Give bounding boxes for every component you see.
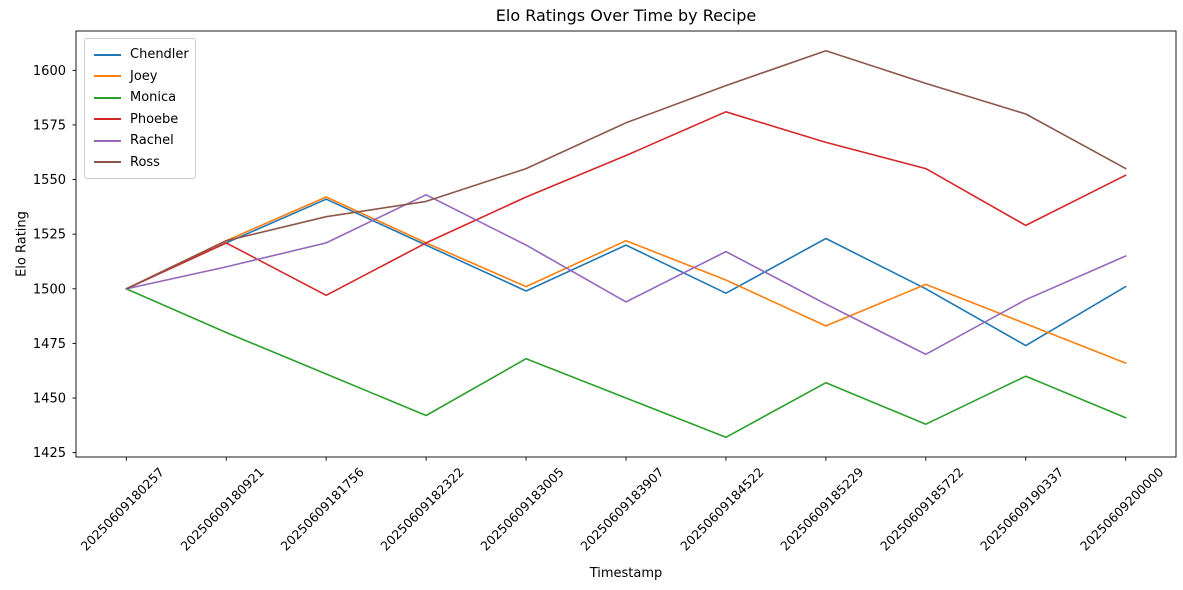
legend-label: Chendler (130, 47, 189, 63)
legend: Chendler Joey Monica Phoebe Rachel Ross (84, 38, 196, 179)
svg-text:20250609182322: 20250609182322 (377, 464, 466, 553)
legend-label: Joey (130, 68, 158, 84)
legend-label: Ross (130, 154, 160, 170)
chart-title: Elo Ratings Over Time by Recipe (495, 6, 757, 25)
svg-text:20250609181756: 20250609181756 (278, 464, 367, 553)
svg-text:1525: 1525 (33, 228, 66, 243)
svg-text:20250609184522: 20250609184522 (677, 464, 766, 553)
svg-text:20250609185722: 20250609185722 (877, 464, 966, 553)
legend-swatch (94, 118, 121, 121)
legend-item-ross: Ross (85, 152, 195, 174)
legend-swatch (94, 75, 121, 78)
y-axis-label: Elo Rating (14, 211, 30, 277)
svg-text:1425: 1425 (33, 446, 66, 461)
legend-label: Monica (130, 90, 177, 106)
svg-text:1550: 1550 (33, 173, 66, 188)
legend-item-monica: Monica (85, 87, 195, 109)
svg-text:1500: 1500 (33, 282, 66, 297)
svg-text:1475: 1475 (33, 337, 66, 352)
legend-item-joey: Joey (85, 66, 195, 88)
svg-text:20250609200000: 20250609200000 (1077, 464, 1166, 553)
x-axis-label: Timestamp (589, 566, 663, 581)
legend-label: Rachel (130, 133, 174, 149)
legend-swatch (94, 139, 121, 142)
svg-text:20250609180921: 20250609180921 (178, 464, 267, 553)
svg-text:20250609183907: 20250609183907 (577, 464, 666, 553)
legend-item-rachel: Rachel (85, 130, 195, 152)
legend-item-phoebe: Phoebe (85, 109, 195, 131)
legend-swatch (94, 161, 121, 164)
legend-swatch (94, 53, 121, 56)
svg-text:1600: 1600 (33, 64, 66, 79)
legend-item-chendler: Chendler (85, 44, 195, 66)
svg-text:1575: 1575 (33, 118, 66, 133)
legend-label: Phoebe (130, 111, 179, 127)
svg-text:20250609180257: 20250609180257 (78, 464, 167, 553)
svg-text:20250609183005: 20250609183005 (477, 464, 566, 553)
svg-text:20250609190337: 20250609190337 (977, 464, 1066, 553)
svg-text:1450: 1450 (33, 392, 66, 407)
legend-swatch (94, 96, 121, 99)
svg-text:20250609185229: 20250609185229 (777, 464, 866, 553)
